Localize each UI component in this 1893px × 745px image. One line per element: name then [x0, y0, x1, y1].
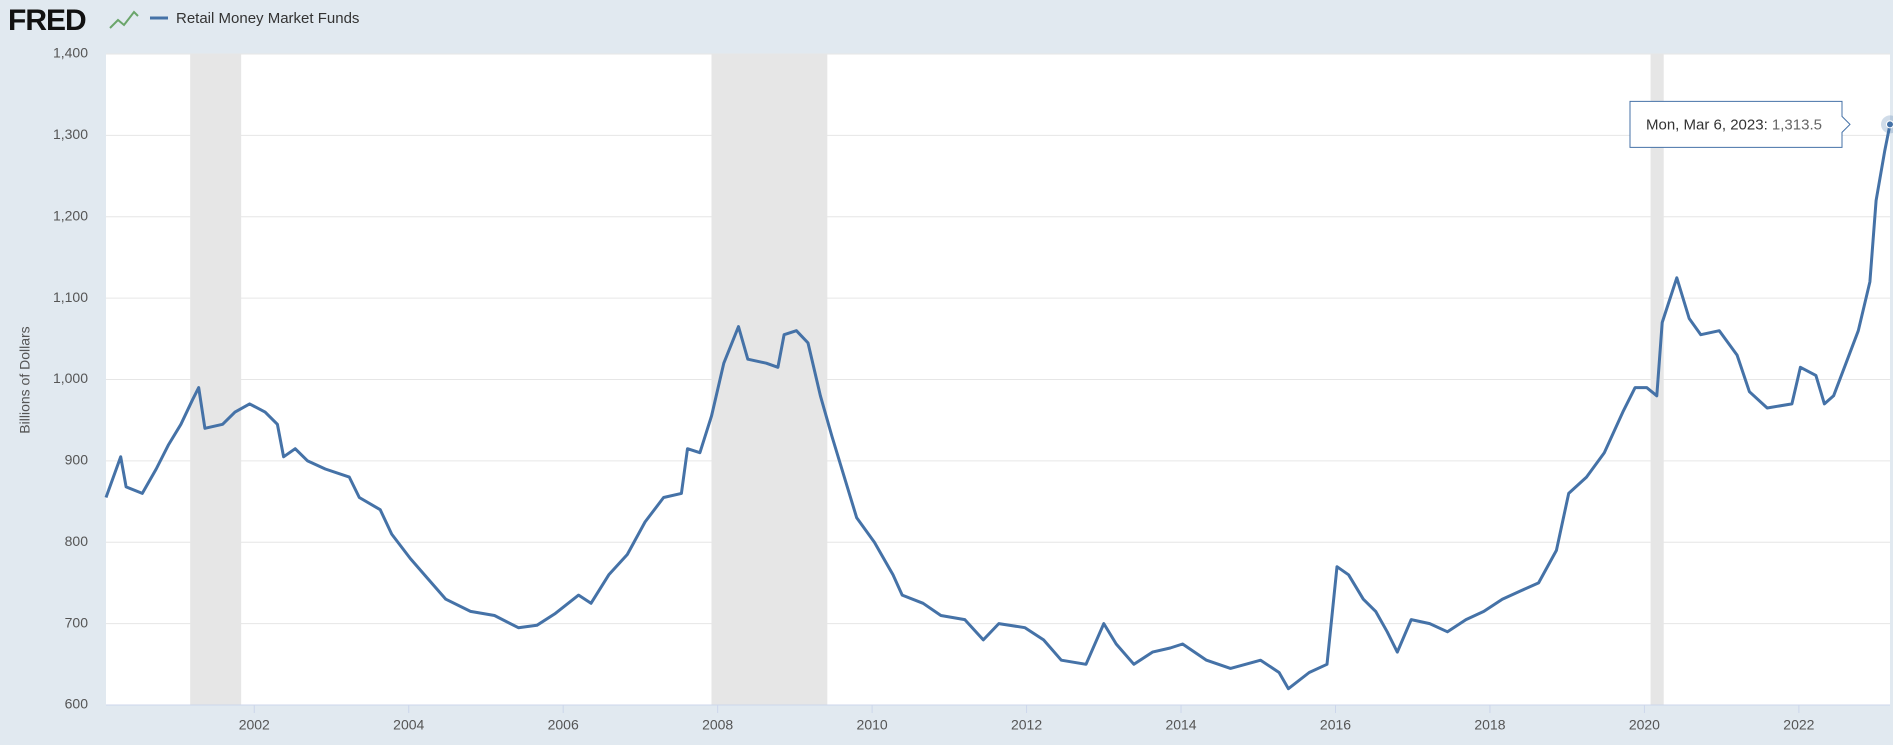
y-axis-label: Billions of Dollars	[17, 326, 33, 433]
x-tick-label: 2020	[1629, 717, 1660, 733]
tooltip-text: Mon, Mar 6, 2023: 1,313.5	[1646, 116, 1822, 133]
x-tick-label: 2004	[393, 717, 424, 733]
tooltip-box	[1629, 100, 1851, 148]
legend-label: Retail Money Market Funds	[176, 10, 359, 27]
x-tick-label: 2006	[548, 717, 579, 733]
tooltip-value: 1,313.5	[1772, 116, 1822, 133]
x-tick-label: 2018	[1474, 717, 1505, 733]
y-tick-label: 1,000	[53, 370, 88, 386]
series-line	[104, 124, 1892, 691]
x-tick-label: 2016	[1320, 717, 1351, 733]
y-tick-label: 800	[65, 533, 89, 549]
x-tick-label: 2022	[1783, 717, 1814, 733]
tooltip-date: Mon, Mar 6, 2023	[1646, 116, 1764, 133]
x-tick-label: 2008	[702, 717, 733, 733]
y-tick-label: 1,400	[53, 45, 88, 61]
x-tick-label: 2002	[239, 717, 270, 733]
y-tick-label: 1,100	[53, 289, 88, 305]
y-tick-label: 1,300	[53, 126, 88, 142]
y-tick-label: 600	[65, 696, 89, 712]
tooltip: Mon, Mar 6, 2023: 1,313.5	[1629, 100, 1851, 148]
hover-point	[1886, 120, 1893, 129]
y-tick-label: 1,200	[53, 207, 88, 223]
y-tick-label: 700	[65, 614, 89, 630]
logo-icon	[109, 10, 139, 29]
x-tick-label: 2010	[857, 717, 888, 733]
logo: FRED	[8, 4, 86, 37]
y-tick-label: 900	[65, 452, 89, 468]
x-tick-label: 2014	[1165, 717, 1196, 733]
x-tick-label: 2012	[1011, 717, 1042, 733]
